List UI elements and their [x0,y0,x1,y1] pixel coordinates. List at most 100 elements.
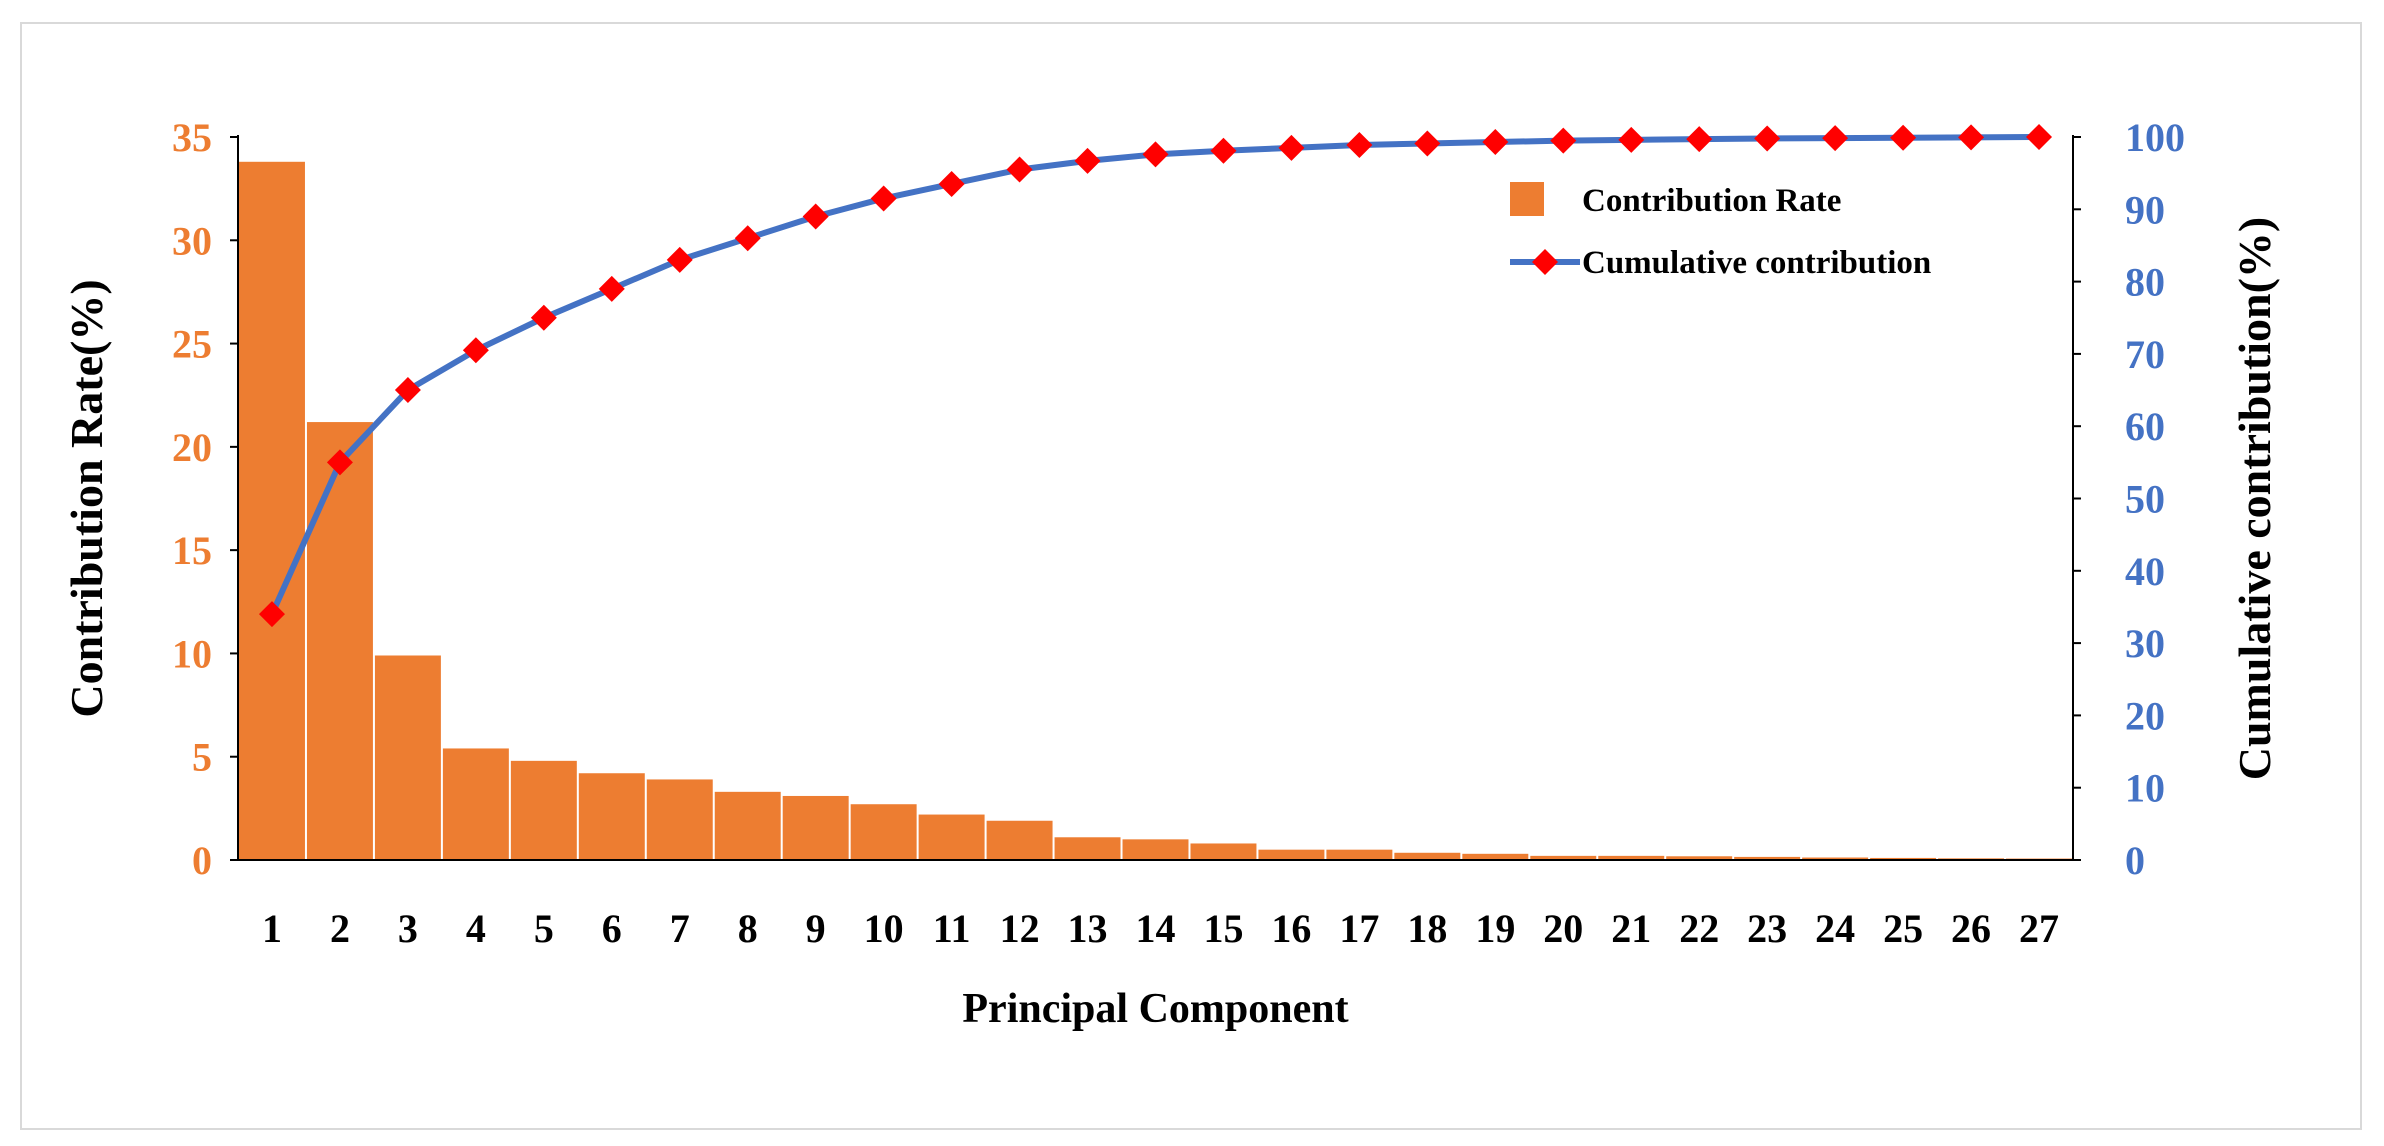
x-tick-1: 1 [262,906,282,951]
marker-27 [2026,124,2053,150]
bar-25 [1870,857,1937,860]
marker-24 [1822,125,1849,152]
x-tick-14: 14 [1136,906,1176,951]
marker-11 [938,170,965,197]
bar-8 [714,791,781,860]
x-tick-6: 6 [602,906,622,951]
y-axis-right-label: Cumulative contribution(%) [2229,217,2280,781]
bar-18 [1394,852,1461,860]
y-right-tick-70: 70 [2125,332,2165,377]
x-tick-10: 10 [864,906,904,951]
legend-line-label: Cumulative contribution [1582,245,1931,281]
bar-23 [1734,856,1801,860]
x-tick-17: 17 [1339,906,1379,951]
y-right-tick-10: 10 [2125,766,2165,811]
axes [230,135,2081,861]
x-tick-16: 16 [1271,906,1311,951]
bar-21 [1598,855,1665,860]
marker-25 [1890,124,1917,151]
y-right-tick-50: 50 [2125,477,2165,522]
marker-3 [394,377,421,404]
x-tick-3: 3 [398,906,418,951]
bar-20 [1530,855,1597,860]
x-tick-7: 7 [670,906,690,951]
marker-22 [1686,126,1713,153]
bar-5 [510,760,577,860]
x-tick-8: 8 [738,906,758,951]
bar-17 [1326,849,1393,860]
marker-26 [1958,124,1985,151]
y-left-tick-15: 15 [172,528,212,573]
marker-17 [1346,131,1373,158]
x-tick-15: 15 [1203,906,1243,951]
bar-19 [1462,853,1529,860]
y-right-tick-90: 90 [2125,187,2165,232]
y-right-tick-100: 100 [2125,115,2185,160]
bar-series [239,161,2072,860]
marker-16 [1278,134,1305,161]
legend-bar-label: Contribution Rate [1582,183,1841,219]
marker-14 [1142,141,1169,168]
x-tick-24: 24 [1815,906,1855,951]
marker-9 [802,203,829,230]
bar-22 [1666,856,1733,860]
y-left-tick-30: 30 [172,218,212,263]
bar-14 [1122,839,1189,860]
y-left-tick-35: 35 [172,115,212,160]
x-tick-19: 19 [1475,906,1515,951]
marker-13 [1074,147,1101,174]
marker-6 [598,275,625,302]
bar-24 [1802,857,1869,860]
marker-15 [1210,137,1237,164]
bar-6 [578,773,645,860]
x-tick-4: 4 [466,906,486,951]
x-tick-23: 23 [1747,906,1787,951]
x-tick-21: 21 [1611,906,1651,951]
bar-10 [850,804,917,860]
bar-4 [442,748,509,860]
marker-23 [1754,125,1781,152]
marker-10 [870,185,897,212]
x-tick-12: 12 [1000,906,1040,951]
bar-12 [986,820,1053,860]
marker-21 [1618,126,1645,153]
y-right-tick-60: 60 [2125,404,2165,449]
x-tick-11: 11 [933,906,971,951]
x-tick-25: 25 [1883,906,1923,951]
marker-20 [1550,127,1577,154]
y-left-tick-0: 0 [192,838,212,883]
x-tick-13: 13 [1068,906,1108,951]
y-axis-left-label: Contribution Rate(%) [61,279,112,717]
bar-9 [782,795,849,860]
x-axis-label: Principal Component [962,986,1348,1032]
legend-marker-swatch [1532,249,1558,275]
marker-7 [666,246,693,273]
bar-1 [239,161,305,860]
bar-11 [918,814,985,860]
y-left-tick-25: 25 [172,322,212,367]
x-tick-2: 2 [330,906,350,951]
y-right-tick-0: 0 [2125,838,2145,883]
x-tick-27: 27 [2019,906,2059,951]
marker-2 [326,449,353,476]
x-tick-18: 18 [1407,906,1447,951]
x-tick-9: 9 [806,906,826,951]
marker-5 [530,304,557,331]
marker-4 [462,337,489,364]
x-tick-22: 22 [1679,906,1719,951]
marker-1 [258,601,285,628]
bar-13 [1054,837,1121,860]
x-tick-26: 26 [1951,906,1991,951]
marker-8 [734,225,761,252]
y-right-tick-30: 30 [2125,621,2165,666]
bar-3 [374,655,441,860]
bar-7 [646,779,713,860]
legend-bar-swatch [1510,182,1544,216]
bar-16 [1258,849,1325,860]
bar-2 [306,422,373,860]
y-left-tick-20: 20 [172,425,212,470]
y-right-tick-20: 20 [2125,693,2165,738]
marker-12 [1006,156,1033,183]
marker-19 [1482,129,1509,156]
